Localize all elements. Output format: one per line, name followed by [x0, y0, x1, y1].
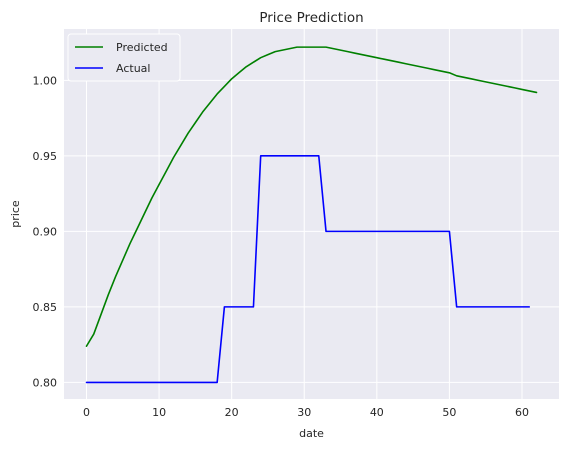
y-tick-label: 0.90	[33, 225, 58, 238]
y-axis-label: price	[9, 200, 22, 228]
legend-label-actual: Actual	[116, 62, 150, 75]
x-tick-label: 30	[297, 406, 311, 419]
x-tick-label: 60	[515, 406, 529, 419]
x-tick-label: 10	[152, 406, 166, 419]
x-axis-label: date	[299, 427, 324, 440]
y-tick-label: 0.80	[33, 376, 58, 389]
y-tick-label: 0.85	[33, 301, 58, 314]
x-tick-label: 40	[370, 406, 384, 419]
legend: Predicted Actual	[68, 34, 180, 81]
x-tick-label: 20	[225, 406, 239, 419]
legend-label-predicted: Predicted	[116, 41, 168, 54]
chart-title: Price Prediction	[259, 10, 363, 26]
y-tick-label: 0.95	[33, 150, 58, 163]
x-tick-label: 0	[83, 406, 90, 419]
plot-area	[64, 29, 559, 399]
x-tick-label: 50	[442, 406, 456, 419]
y-tick-label: 1.00	[33, 74, 58, 87]
